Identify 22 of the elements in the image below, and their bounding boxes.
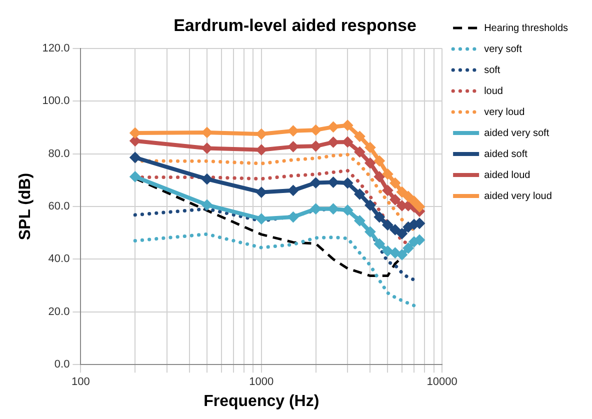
legend-label: aided loud (484, 170, 530, 181)
y-tick-label: 100.0 (42, 95, 70, 108)
legend-label: soft (484, 64, 500, 76)
legend-label: Hearing thresholds (484, 22, 568, 34)
legend-label: aided very loud (484, 190, 552, 202)
legend-label: aided very soft (484, 128, 550, 139)
y-tick-label: 20.0 (48, 306, 70, 318)
x-tick-label: 100 (72, 376, 90, 388)
y-tick-label: 0.0 (54, 358, 70, 371)
y-axis-title: SPL (dB) (17, 172, 34, 240)
x-tick-label: 10000 (426, 376, 458, 388)
y-tick-label: 60.0 (48, 200, 70, 213)
x-tick-label: 1000 (249, 376, 274, 388)
y-tick-label: 40.0 (48, 253, 70, 266)
legend-label: very loud (484, 106, 525, 118)
y-tick-label: 80.0 (48, 148, 70, 160)
x-axis-title: Frequency (Hz) (204, 392, 320, 410)
chart-title: Eardrum-level aided response (174, 16, 416, 35)
legend-label: loud (484, 86, 503, 97)
legend-label: aided soft (484, 148, 528, 160)
legend-label: very soft (484, 44, 522, 55)
y-tick-label: 120.0 (42, 42, 70, 54)
